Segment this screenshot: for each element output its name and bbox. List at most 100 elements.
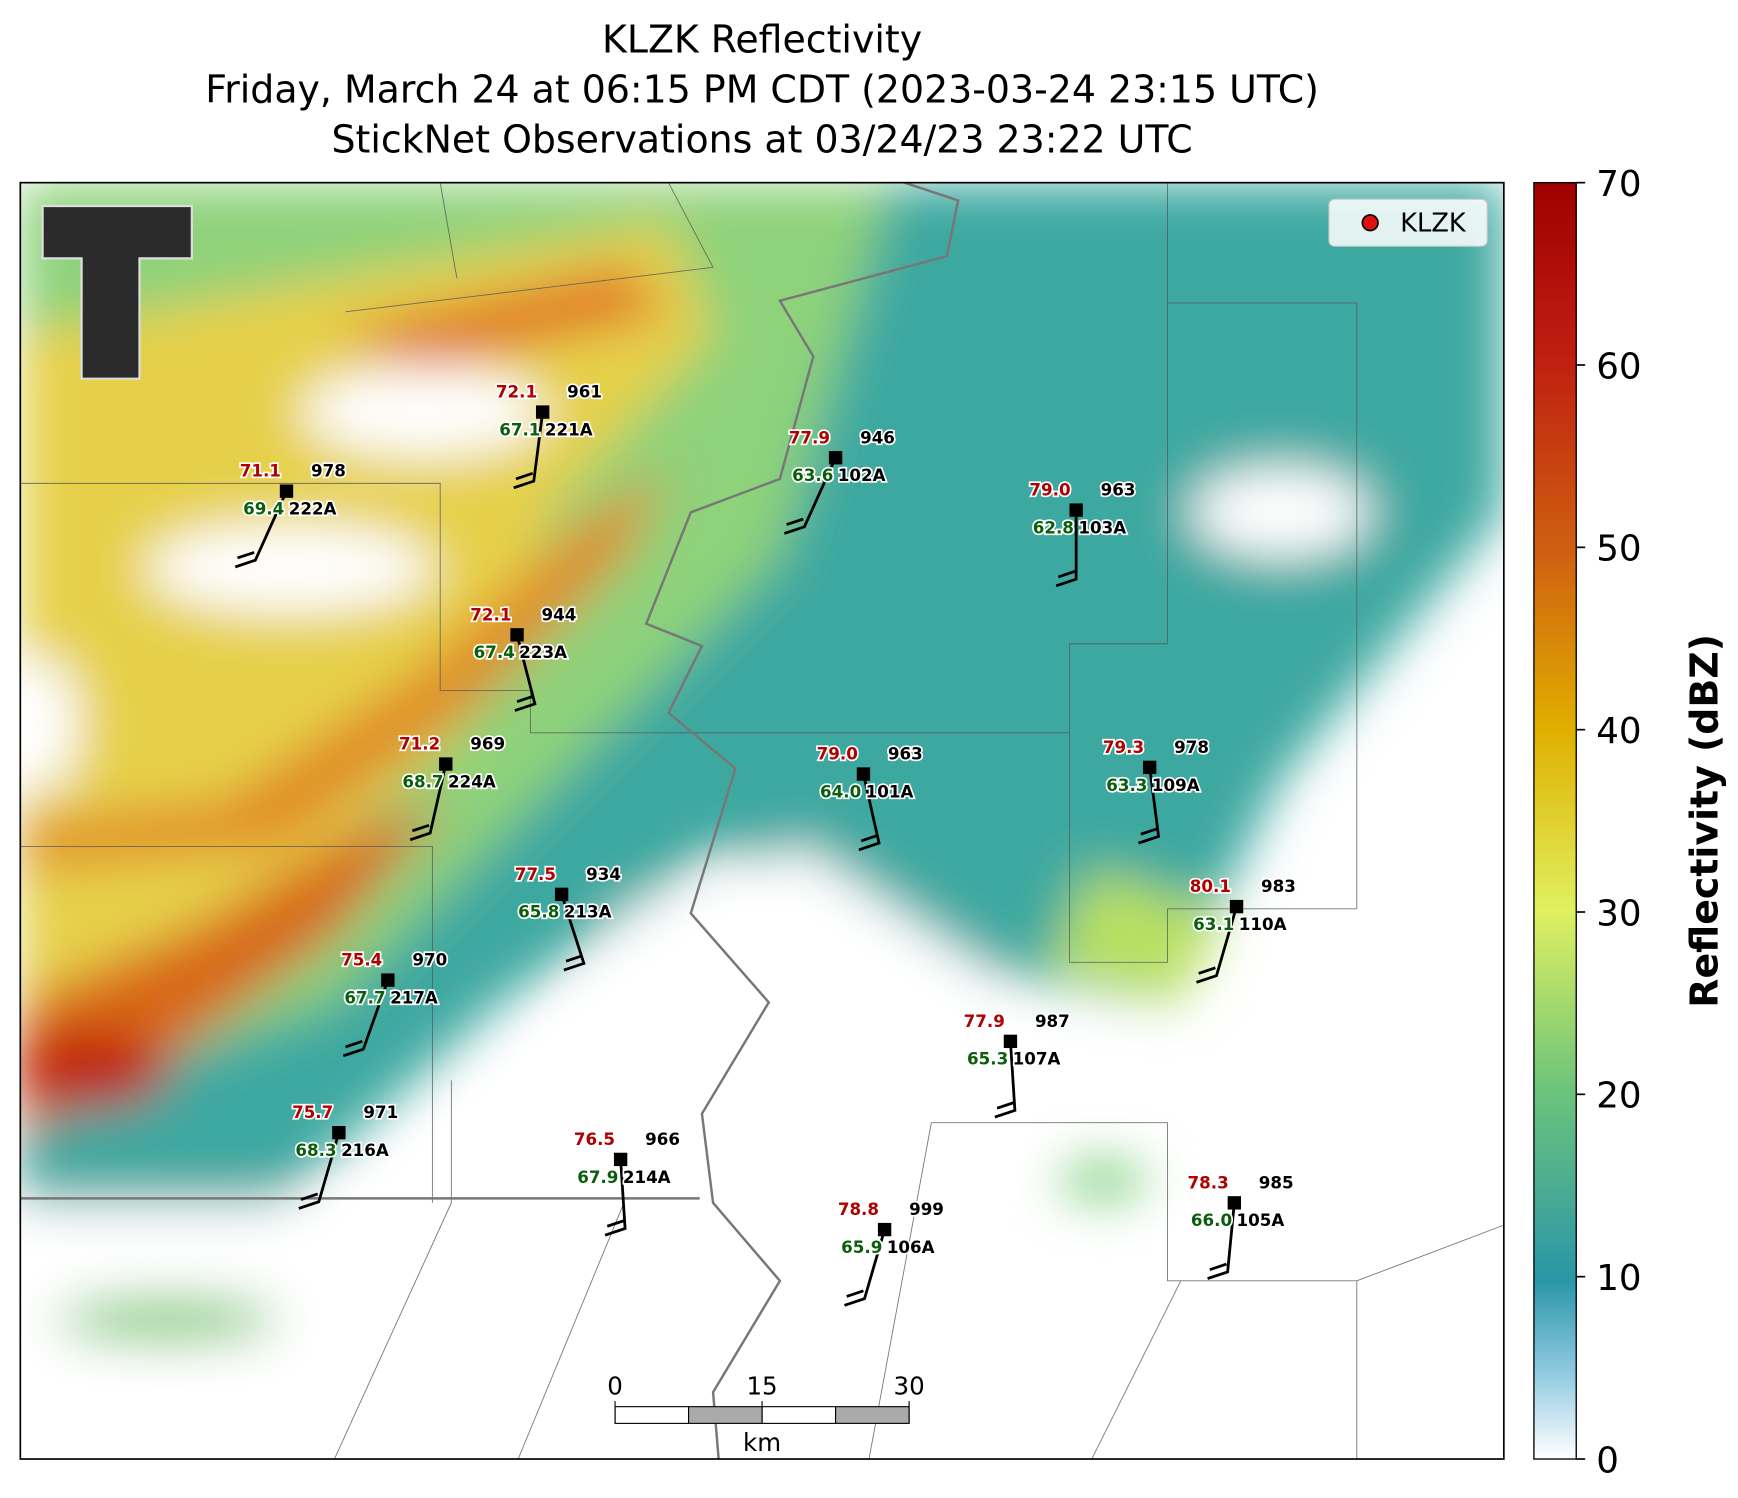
dewpoint: 66.0 (1191, 1210, 1232, 1230)
colorbar: Reflectivity (dBZ) 0 10 20 30 40 50 60 70 (1533, 164, 1727, 1481)
wind-barb (1207, 1202, 1236, 1280)
scale-tick-label: 15 (746, 1371, 777, 1400)
scale-unit: km (743, 1428, 781, 1457)
station-marker (535, 405, 550, 419)
title-line: StickNet Observations at 03/24/23 23:22 … (331, 118, 1192, 162)
dewpoint: 67.7 (344, 987, 385, 1007)
colorbar-tick-label: 50 (1596, 529, 1641, 570)
colorbar-tick-label: 60 (1596, 346, 1641, 387)
station: 71.2 969 68.7 224A (397, 732, 507, 842)
station: 75.7 971 68.3 216A (290, 1101, 400, 1210)
temperature: 80.1 (1190, 876, 1231, 896)
temperature: 78.8 (838, 1199, 879, 1219)
station-id: 106A (887, 1237, 935, 1257)
pressure: 999 (909, 1199, 944, 1219)
wind-barb (1055, 510, 1078, 588)
dewpoint: 65.3 (967, 1049, 1008, 1069)
temperature: 72.1 (496, 382, 537, 402)
station: 79.3 978 63.3 109A (1101, 735, 1211, 845)
temperature: 71.2 (399, 734, 440, 754)
map-frame (19, 181, 1505, 1460)
temperature: 72.1 (470, 604, 511, 624)
station-id: 101A (866, 781, 914, 801)
station-marker (828, 451, 843, 465)
temperature: 71.1 (240, 461, 281, 481)
station-id: 214A (623, 1167, 671, 1187)
station: 77.9 987 65.3 107A (962, 1009, 1071, 1119)
wind-barb (560, 893, 586, 972)
station-marker (510, 628, 524, 642)
station-id: 102A (838, 465, 886, 485)
temperature: 75.4 (341, 950, 382, 970)
pressure: 978 (1174, 737, 1209, 757)
temperature: 78.3 (1188, 1172, 1229, 1192)
colorbar-label: Reflectivity (dBZ) (1683, 634, 1727, 1008)
station-marker (1003, 1034, 1018, 1049)
station-id: 109A (1152, 775, 1200, 795)
temperature: 75.7 (292, 1102, 333, 1122)
title: KLZK Reflectivity Friday, March 24 at 06… (205, 17, 1319, 161)
legend-marker (1361, 214, 1379, 232)
station: 72.1 944 67.4 223A (469, 603, 578, 712)
wind-barb (513, 411, 545, 490)
wind-barb (844, 1229, 886, 1307)
pressure: 946 (860, 427, 895, 447)
temperature: 76.5 (574, 1129, 615, 1149)
dewpoint: 68.3 (295, 1140, 336, 1160)
dewpoint: 62.8 (1033, 517, 1074, 537)
radar-field (20, 182, 1504, 1460)
wind-barb (298, 1132, 341, 1210)
pressure: 966 (645, 1129, 680, 1149)
dewpoint: 68.7 (402, 771, 443, 791)
pressure: 970 (412, 950, 447, 970)
station: 72.1 961 67.1 221A (494, 380, 604, 490)
colorbar-tick-label: 40 (1596, 711, 1641, 752)
station-marker (554, 887, 569, 902)
temperature: 79.0 (817, 744, 858, 764)
station-marker (856, 767, 871, 781)
wind-barb (342, 979, 390, 1058)
temperature: 79.0 (1029, 480, 1070, 500)
pressure: 944 (542, 604, 577, 624)
station-marker (1069, 503, 1083, 517)
colorbar-tick-label: 70 (1596, 164, 1641, 205)
temperature: 77.5 (515, 864, 556, 884)
station: 77.9 946 63.6 102A (783, 426, 897, 535)
stations: 72.1 961 67.1 221A 71.1 978 69.4 222A 77.9 946 63.… (234, 380, 1298, 1307)
colorbar-tick-label: 0 (1596, 1440, 1619, 1481)
pressure: 969 (470, 734, 505, 754)
dewpoint: 63.3 (1106, 775, 1147, 795)
colorbar-gradient (1533, 181, 1577, 1460)
station-id: 223A (519, 642, 567, 662)
pressure: 934 (586, 864, 621, 884)
logo (41, 204, 193, 380)
scale-segment (688, 1406, 763, 1424)
legend-label: KLZK (1400, 209, 1467, 239)
pressure: 963 (1101, 480, 1136, 500)
temperature: 79.3 (1103, 737, 1144, 757)
dewpoint: 69.4 (243, 499, 284, 519)
wind-barb (409, 763, 448, 842)
dewpoint: 67.9 (577, 1167, 618, 1187)
pressure: 978 (311, 461, 346, 481)
station: 76.5 966 67.9 214A (572, 1127, 682, 1237)
dewpoint: 63.6 (792, 465, 833, 485)
scale-segment (835, 1406, 910, 1424)
station: 80.1 983 63.1 110A (1188, 874, 1298, 984)
station: 79.0 963 64.0 101A (815, 742, 924, 852)
pressure: 985 (1259, 1172, 1294, 1192)
wind-barb (234, 490, 288, 569)
wind-barb (994, 1041, 1017, 1119)
pressure: 961 (567, 382, 602, 402)
scale-bar: 0 15 30 km (607, 1371, 924, 1457)
dewpoint: 63.1 (1193, 914, 1234, 934)
title-line: KLZK Reflectivity (602, 17, 922, 61)
pressure: 983 (1261, 876, 1296, 896)
colorbar-tick-label: 10 (1596, 1258, 1641, 1299)
scale-segment (761, 1406, 837, 1424)
temperature: 77.9 (789, 427, 830, 447)
station-marker (381, 973, 395, 987)
wind-barb (1196, 906, 1238, 984)
scale-tick-label: 0 (607, 1371, 623, 1400)
station-marker (877, 1222, 892, 1237)
